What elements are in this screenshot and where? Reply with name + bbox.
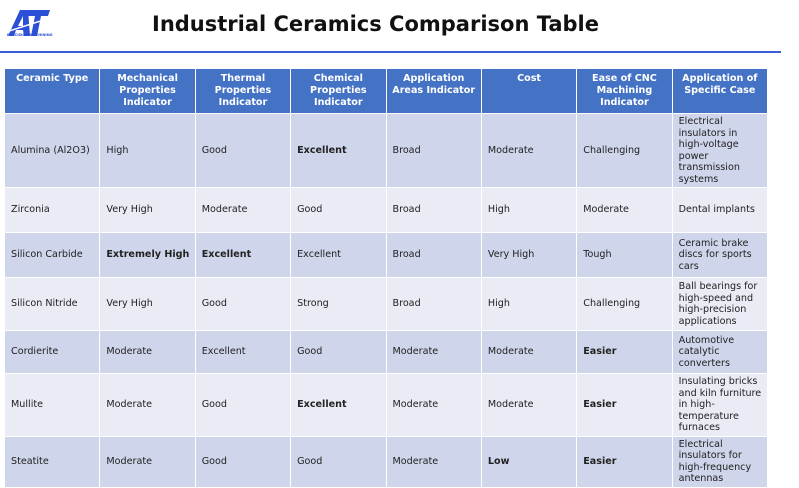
table-cell: Insulating bricks and kiln furniture in … (671, 373, 769, 437)
table-cell: Moderate (194, 187, 292, 233)
table-cell: Ball bearings for high-speed and high-pr… (671, 277, 769, 331)
table-row: Silicon Carbide Extremely High Excellent Ex… (3, 232, 769, 278)
title-divider (0, 51, 781, 53)
table-cell: Broad (385, 113, 482, 188)
table-row: Alumina (Al2O3) High Good Excellent Broad Mod… (3, 113, 769, 188)
table-cell: Extremely High (99, 232, 196, 278)
table-cell: Moderate (385, 330, 482, 374)
table-cell: Easier (576, 330, 673, 374)
table-cell: Broad (385, 232, 482, 278)
table-cell: Good (290, 435, 387, 488)
table-header-row: Ceramic Type Mechanical Properties Indica… (3, 68, 769, 114)
table-row: Cordierite Moderate Excellent Good Moderate M… (3, 330, 769, 374)
table-cell: Broad (385, 277, 482, 331)
column-header: Mechanical Properties Indicator (99, 68, 196, 114)
table-cell: Very High (99, 277, 196, 331)
table-cell: Very High (99, 187, 196, 233)
logo-subtitle: PRECISION MACHINING (7, 33, 53, 37)
table-cell: Good (194, 277, 292, 331)
table-cell: Moderate (480, 113, 578, 188)
table-cell: High (99, 113, 196, 188)
table-cell: Electrical insulators for high-frequency… (671, 435, 769, 488)
column-header: Application of Specific Case (671, 68, 769, 114)
column-header: Application Areas Indicator (385, 68, 482, 114)
table-cell: Good (194, 435, 292, 488)
table-cell: Moderate (480, 373, 578, 437)
table-row: Zirconia Very High Moderate Good Broad High Mo… (3, 187, 769, 233)
table-cell: Challenging (576, 277, 673, 331)
table-cell: Zirconia (3, 187, 101, 233)
column-header: Chemical Properties Indicator (290, 68, 387, 114)
table-cell: Mullite (3, 373, 101, 437)
table-cell: Silicon Nitride (3, 277, 101, 331)
table-row: Mullite Moderate Good Excellent Moderate Mode… (3, 373, 769, 437)
column-header: Ceramic Type (3, 68, 101, 114)
column-header: Ease of CNC Machining Indicator (576, 68, 673, 114)
table-cell: Moderate (480, 330, 578, 374)
table-cell: Excellent (194, 232, 292, 278)
table-cell: Low (480, 435, 578, 488)
column-header: Thermal Properties Indicator (194, 68, 292, 114)
table-cell: Moderate (385, 373, 482, 437)
page-title: Industrial Ceramics Comparison Table (152, 12, 599, 36)
table-cell: Excellent (290, 232, 387, 278)
table-cell: Good (290, 187, 387, 233)
table-cell: Excellent (194, 330, 292, 374)
table-cell: Alumina (Al2O3) (3, 113, 101, 188)
table-cell: Broad (385, 187, 482, 233)
table-cell: Easier (576, 435, 673, 488)
table-cell: Ceramic brake discs for sports cars (671, 232, 769, 278)
table-cell: Moderate (99, 373, 196, 437)
table-cell: Good (194, 113, 292, 188)
ceramics-table: Ceramic Type Mechanical Properties Indica… (3, 68, 769, 488)
table-cell: Dental implants (671, 187, 769, 233)
table-cell: Tough (576, 232, 673, 278)
table-cell: Automotive catalytic converters (671, 330, 769, 374)
table-cell: Silicon Carbide (3, 232, 101, 278)
table-cell: Moderate (385, 435, 482, 488)
table-cell: Strong (290, 277, 387, 331)
table-cell: Very High (480, 232, 578, 278)
company-logo (6, 10, 50, 36)
table-cell: High (480, 187, 578, 233)
table-cell: Excellent (290, 373, 387, 437)
table-row: Steatite Moderate Good Good Moderate Low Easie… (3, 435, 769, 488)
table-row: Silicon Nitride Very High Good Strong Broad H… (3, 277, 769, 331)
table-cell: Good (194, 373, 292, 437)
column-header: Cost (480, 68, 578, 114)
table-cell: Easier (576, 373, 673, 437)
table-cell: Electrical insulators in high-voltage po… (671, 113, 769, 188)
table-cell: Challenging (576, 113, 673, 188)
table-cell: High (480, 277, 578, 331)
table-cell: Steatite (3, 435, 101, 488)
table-cell: Cordierite (3, 330, 101, 374)
table-cell: Moderate (99, 330, 196, 374)
table-cell: Excellent (290, 113, 387, 188)
table-cell: Moderate (576, 187, 673, 233)
table-cell: Good (290, 330, 387, 374)
table-cell: Moderate (99, 435, 196, 488)
